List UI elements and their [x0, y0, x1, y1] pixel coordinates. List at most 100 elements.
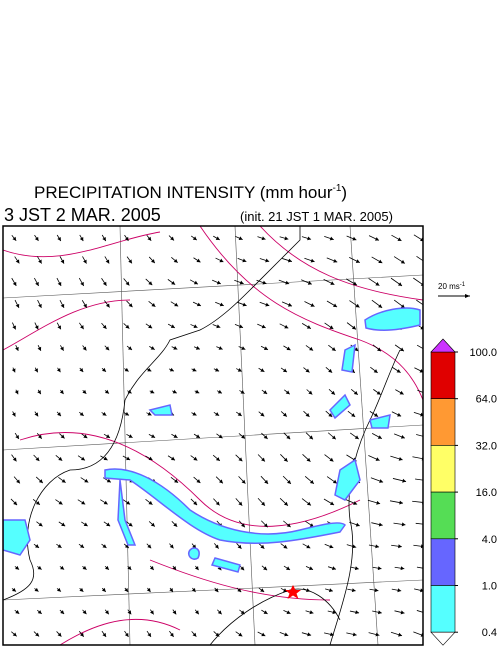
wind-head — [35, 632, 40, 637]
wind-head — [193, 324, 198, 328]
wind-head — [378, 522, 383, 527]
wind-shaft — [412, 500, 423, 503]
wind-head — [374, 413, 379, 417]
wind-head — [263, 435, 268, 439]
wind-head — [173, 434, 178, 438]
wind-head — [332, 610, 337, 615]
wind-head — [150, 346, 155, 350]
wind-head — [423, 611, 427, 615]
wind-head — [15, 434, 19, 439]
wind-scale-arrow — [438, 294, 470, 298]
wind-head — [286, 346, 291, 351]
wind-head — [15, 303, 20, 308]
wind-head — [397, 237, 402, 241]
wind-head — [353, 390, 358, 395]
wind-head — [11, 368, 16, 373]
wind-head — [57, 632, 62, 637]
wind-head — [264, 479, 269, 484]
colorbar-segment — [430, 491, 456, 540]
wind-head — [196, 479, 201, 483]
wind-head — [218, 479, 223, 484]
wind-head — [425, 522, 429, 526]
wind-head — [260, 412, 265, 417]
wind-head — [354, 435, 359, 440]
wind-head — [147, 632, 151, 637]
wind-head — [261, 457, 265, 462]
wind-head — [263, 346, 268, 350]
wind-head — [12, 236, 17, 241]
wind-head — [419, 368, 423, 373]
wind-head — [192, 367, 197, 372]
wind-head — [217, 389, 222, 394]
wind-head — [170, 456, 175, 461]
wind-head — [15, 259, 20, 264]
wind-head — [424, 304, 428, 308]
wind-head — [218, 434, 223, 439]
wind-head — [238, 457, 243, 462]
wind-head — [216, 324, 221, 329]
wind-head — [241, 434, 246, 439]
wind-head — [102, 281, 107, 286]
wind-head — [105, 565, 109, 570]
wind-head — [80, 544, 85, 548]
wind-head — [60, 434, 65, 439]
wind-head — [330, 501, 335, 505]
wind-head — [219, 302, 224, 307]
wind-head — [237, 368, 242, 372]
wind-head — [354, 566, 359, 571]
wind-head — [102, 632, 107, 637]
wind-head — [82, 565, 87, 570]
wind-head — [151, 302, 156, 307]
wind-head — [351, 588, 356, 593]
wind-shaft — [412, 456, 423, 460]
wind-head — [263, 566, 268, 571]
wind-head — [105, 389, 110, 394]
wind-vectors — [10, 234, 429, 638]
wind-head — [283, 501, 288, 506]
wind-head — [172, 566, 177, 571]
wind-head — [57, 325, 61, 330]
wind-head — [375, 632, 380, 637]
wind-head — [263, 523, 268, 528]
wind-head — [217, 610, 222, 615]
wind-head — [194, 566, 199, 571]
wind-head — [214, 588, 219, 593]
wind-head — [377, 347, 382, 352]
wind-head — [242, 302, 247, 307]
wind-head — [329, 236, 334, 241]
wind-head — [283, 457, 288, 462]
precipitation — [3, 307, 421, 573]
wind-head — [241, 346, 246, 350]
wind-head — [196, 258, 201, 263]
wind-head — [56, 368, 61, 373]
wind-head — [147, 544, 152, 549]
wind-head — [147, 411, 152, 416]
wind-head — [328, 588, 333, 593]
title: PRECIPITATION INTENSITY (mm hour-1) — [34, 183, 347, 202]
wind-scale-text: 20 ms — [438, 282, 460, 291]
wind-head — [331, 566, 336, 571]
wind-head — [148, 281, 153, 286]
wind-head — [150, 610, 154, 615]
wind-shaft — [416, 344, 423, 350]
title-sup: -1 — [332, 183, 341, 194]
wind-head — [238, 501, 243, 506]
wind-head — [332, 479, 337, 484]
wind-head — [375, 281, 380, 286]
wind-head — [354, 347, 359, 352]
wind-shaft — [416, 566, 423, 569]
wind-head — [147, 367, 152, 372]
wind-head — [374, 237, 379, 241]
wind-head — [397, 282, 403, 286]
wind-shaft — [416, 255, 423, 262]
wind-head — [61, 478, 66, 483]
wind-head — [105, 259, 110, 264]
wind-head — [57, 412, 61, 417]
wind-head — [240, 390, 245, 394]
wind-head — [172, 610, 177, 615]
wind-head — [59, 389, 64, 394]
wind-head — [80, 281, 84, 286]
wind-head — [378, 259, 383, 264]
wind-head — [79, 236, 84, 242]
map-frame — [2, 225, 424, 646]
